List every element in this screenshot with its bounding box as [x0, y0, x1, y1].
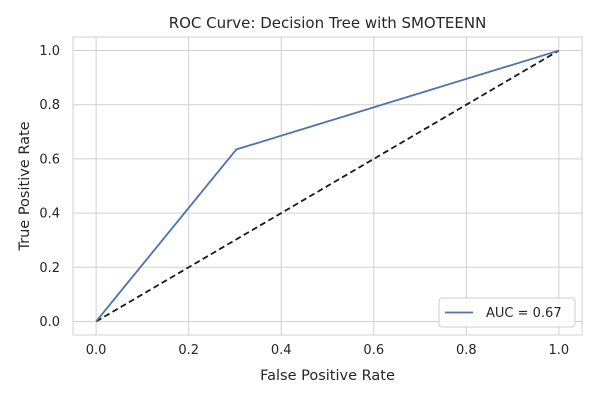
- x-tick-label: 1.0: [549, 343, 570, 358]
- y-tick-label: 1.0: [39, 44, 60, 59]
- roc-curve-line: [95, 49, 560, 323]
- legend: AUC = 0.67: [438, 297, 576, 328]
- legend-box: [438, 297, 576, 328]
- y-tick-label: 0.8: [39, 98, 60, 113]
- legend-label-roc: AUC = 0.67: [486, 306, 562, 321]
- plot-frame: [72, 36, 583, 336]
- y-tick-label: 0.4: [39, 207, 60, 222]
- x-tick-label: 0.0: [86, 343, 107, 358]
- reference-diagonal-line: [95, 49, 560, 323]
- y-tick-label: 0.2: [39, 261, 60, 276]
- x-tick-label: 0.6: [363, 343, 384, 358]
- y-tick-label: 0.6: [39, 152, 60, 167]
- x-tick-label: 0.4: [271, 343, 292, 358]
- series-layer: [95, 49, 560, 323]
- chart-title: ROC Curve: Decision Tree with SMOTEENN: [169, 14, 487, 32]
- tick-layer: 0.0 0.2 0.4 0.6 0.8 1.0 0.0 0.2 0.4 0.6 0.8 1.0: [39, 44, 569, 358]
- x-tick-label: 0.2: [178, 343, 199, 358]
- x-tick-label: 0.8: [456, 343, 477, 358]
- grid-layer: [73, 37, 582, 335]
- x-axis-label: False Positive Rate: [260, 368, 395, 384]
- y-axis-label: True Positive Rate: [17, 121, 33, 251]
- y-tick-label: 0.0: [39, 315, 60, 330]
